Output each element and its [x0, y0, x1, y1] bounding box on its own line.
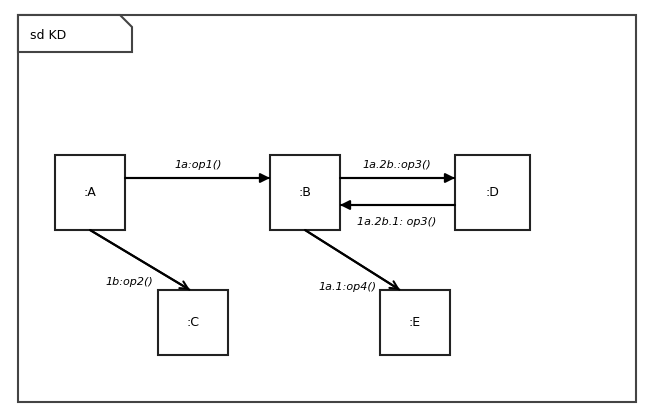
Bar	[380, 290, 450, 355]
Polygon shape	[18, 15, 132, 52]
Text: 1a.2b.1: op3(): 1a.2b.1: op3()	[357, 217, 437, 227]
Text: 1a:op1(): 1a:op1()	[174, 160, 222, 170]
Text: :E: :E	[409, 316, 421, 329]
Bar	[158, 290, 228, 355]
Text: sd KD: sd KD	[30, 28, 66, 42]
Bar	[270, 155, 340, 230]
Text: 1a.2b.:op3(): 1a.2b.:op3()	[362, 160, 432, 170]
Bar	[455, 155, 530, 230]
Text: 1b:op2(): 1b:op2()	[105, 277, 153, 287]
Text: :C: :C	[186, 316, 199, 329]
Text: :B: :B	[299, 186, 311, 199]
Text: :A: :A	[84, 186, 96, 199]
Text: :D: :D	[485, 186, 500, 199]
Bar	[55, 155, 125, 230]
Text: 1a.1:op4(): 1a.1:op4()	[318, 282, 376, 292]
